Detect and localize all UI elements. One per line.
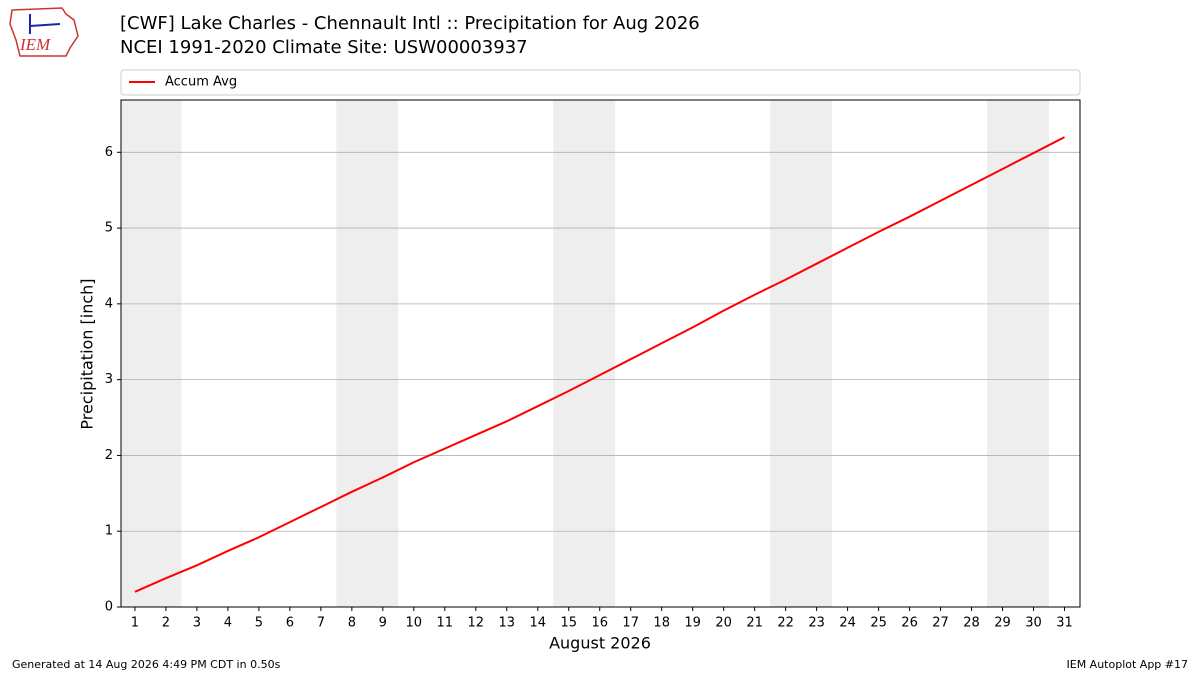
y-tick-label: 6 bbox=[105, 145, 113, 160]
x-tick-label: 25 bbox=[870, 616, 887, 631]
x-tick-label: 14 bbox=[529, 616, 546, 631]
x-tick-label: 7 bbox=[317, 616, 325, 631]
x-tick-label: 1 bbox=[131, 616, 139, 631]
x-tick-label: 15 bbox=[560, 616, 577, 631]
y-axis-label: Precipitation [inch] bbox=[78, 278, 97, 429]
y-tick-label: 5 bbox=[105, 221, 113, 236]
plot-frame bbox=[120, 99, 1081, 608]
data-line bbox=[134, 136, 1065, 593]
y-tick-label: 1 bbox=[105, 524, 113, 539]
x-tick-label: 18 bbox=[653, 616, 670, 631]
x-axis-label: August 2026 bbox=[549, 634, 651, 653]
footer-left: Generated at 14 Aug 2026 4:49 PM CDT in … bbox=[12, 658, 281, 671]
x-tick-label: 8 bbox=[348, 616, 356, 631]
x-tick-label: 16 bbox=[591, 616, 608, 631]
weekend-band bbox=[987, 100, 1050, 607]
chart-title: [CWF] Lake Charles - Chennault Intl :: P… bbox=[120, 13, 700, 34]
x-tick-label: 20 bbox=[715, 616, 732, 631]
footer-right: IEM Autoplot App #17 bbox=[1067, 658, 1189, 671]
y-tick-label: 4 bbox=[105, 296, 113, 311]
x-tick-label: 12 bbox=[468, 616, 485, 631]
x-tick-label: 2 bbox=[162, 616, 170, 631]
x-tick-label: 21 bbox=[746, 616, 763, 631]
x-tick-label: 11 bbox=[437, 616, 454, 631]
x-tick-label: 26 bbox=[901, 616, 918, 631]
x-tick-label: 22 bbox=[777, 616, 794, 631]
y-tick-label: 3 bbox=[105, 372, 113, 387]
x-tick-label: 17 bbox=[622, 616, 639, 631]
x-tick-label: 29 bbox=[994, 616, 1011, 631]
x-tick-label: 5 bbox=[255, 616, 263, 631]
legend-frame bbox=[120, 69, 1081, 96]
x-tick-label: 10 bbox=[406, 616, 423, 631]
weekend-band bbox=[121, 100, 182, 607]
y-tick-label: 0 bbox=[105, 600, 113, 615]
weekend-band bbox=[770, 100, 833, 607]
x-tick-label: 23 bbox=[808, 616, 825, 631]
weekend-band bbox=[336, 100, 399, 607]
x-tick-label: 19 bbox=[684, 616, 701, 631]
logo-outline bbox=[9, 7, 79, 57]
logo: IEM bbox=[9, 7, 79, 57]
chart-subtitle: NCEI 1991-2020 Climate Site: USW00003937 bbox=[120, 37, 528, 58]
x-tick-label: 24 bbox=[839, 616, 856, 631]
y-tick-label: 2 bbox=[105, 448, 113, 463]
weekend-band bbox=[553, 100, 616, 607]
x-tick-label: 28 bbox=[963, 616, 980, 631]
x-tick-label: 6 bbox=[286, 616, 294, 631]
x-tick-label: 13 bbox=[498, 616, 515, 631]
x-tick-label: 27 bbox=[932, 616, 949, 631]
x-tick-label: 30 bbox=[1025, 616, 1042, 631]
logo-text: IEM bbox=[19, 35, 51, 54]
x-tick-label: 3 bbox=[193, 616, 201, 631]
x-tick-label: 31 bbox=[1056, 616, 1073, 631]
x-tick-label: 4 bbox=[224, 616, 232, 631]
x-tick-label: 9 bbox=[379, 616, 387, 631]
legend-label: Accum Avg bbox=[165, 75, 237, 90]
logo-icon bbox=[29, 23, 61, 27]
